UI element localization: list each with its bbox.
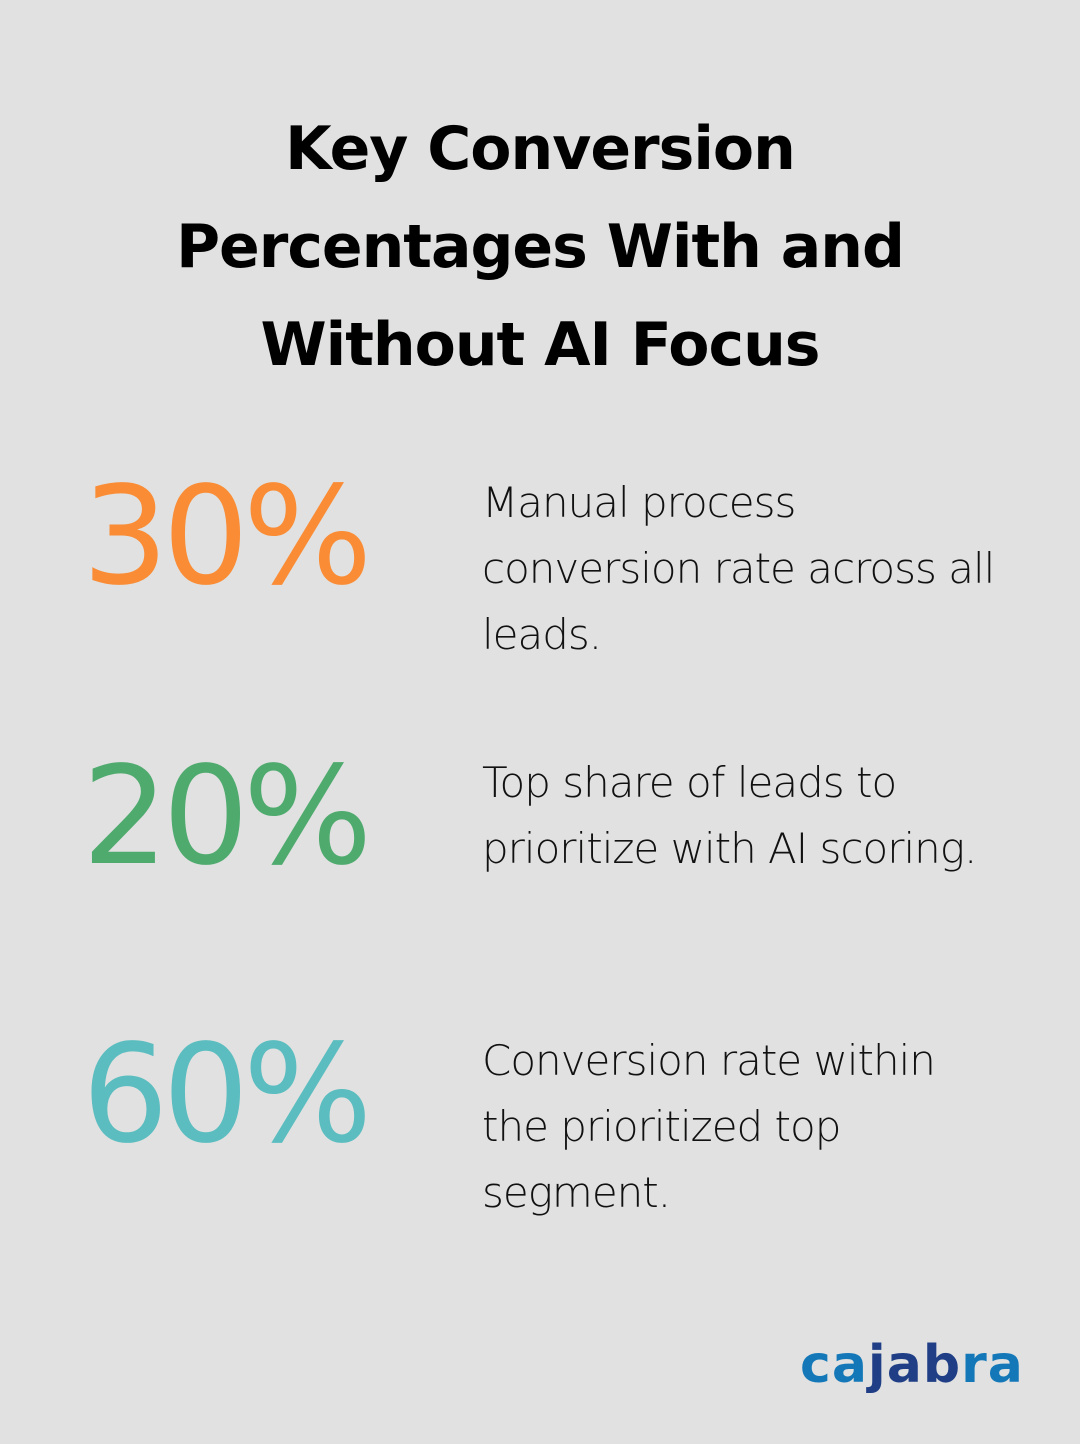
stat-item-top-share: 20% Top share of leads to prioritize wit…	[0, 742, 1080, 942]
page-title: Key Conversion Percentages With and With…	[0, 100, 1080, 394]
title-line-2: Percentages With and	[176, 212, 905, 282]
stat-description: Manual process conversion rate across al…	[482, 478, 995, 659]
stat-item-manual-conversion: 30% Manual process conversion rate acros…	[0, 462, 1080, 662]
logo-part-2: jab	[867, 1335, 962, 1395]
title-line-3: Without AI Focus	[260, 310, 820, 380]
title-line-1: Key Conversion	[285, 114, 796, 184]
stat-item-prioritized-conversion: 60% Conversion rate within the prioritiz…	[0, 1020, 1080, 1220]
stat-value: 60%	[82, 1016, 372, 1174]
stat-value: 30%	[82, 458, 372, 616]
logo-part-3: ra	[961, 1335, 1024, 1395]
cajabra-logo: cajabra	[800, 1330, 1024, 1400]
stat-description: Top share of leads to prioritize with AI…	[482, 758, 977, 873]
logo-part-1: ca	[800, 1335, 868, 1395]
stat-value: 20%	[82, 738, 372, 896]
stat-description: Conversion rate within the prioritized t…	[482, 1036, 936, 1217]
